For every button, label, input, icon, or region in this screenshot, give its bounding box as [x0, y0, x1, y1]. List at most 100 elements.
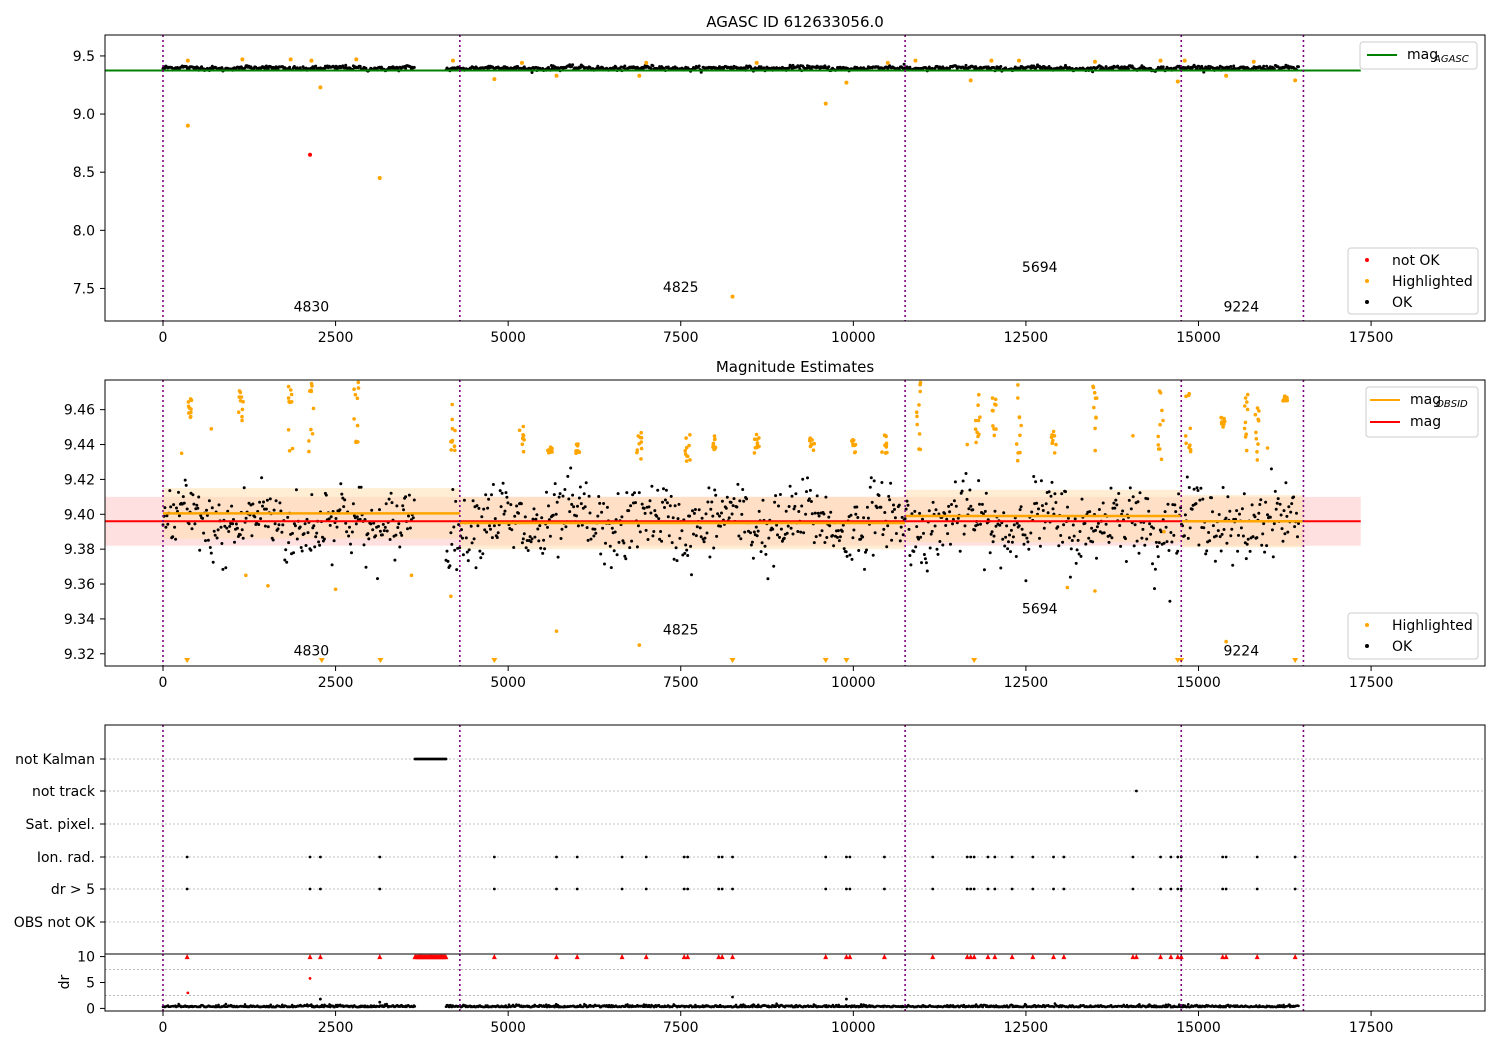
flag-marker — [824, 887, 828, 891]
panel2-ok-point — [1011, 535, 1015, 539]
panel2-y-tick-label: 9.44 — [64, 438, 95, 454]
panel4-x-tick-label: 2500 — [318, 1020, 354, 1036]
panel1-x-tick-label: 15000 — [1176, 330, 1221, 346]
panel2-ok-point — [559, 537, 563, 540]
panel2-ok-point — [920, 561, 923, 565]
panel2-ok-point — [617, 540, 621, 544]
panel2-ok-point — [666, 515, 670, 519]
panel2-ok-point — [315, 531, 319, 535]
panel2-ok-point — [231, 522, 235, 526]
panel1-ok-point — [1265, 64, 1269, 68]
panel2-ok-point — [399, 531, 403, 535]
panel2-ok-point — [398, 545, 402, 549]
panel2-ok-point — [971, 508, 975, 512]
panel2-ok-point — [903, 517, 907, 521]
panel2-ok-point — [822, 512, 826, 516]
panel2-highlighted-point — [1065, 585, 1070, 590]
panel2-ok-point — [1078, 530, 1082, 533]
panel2-ok-point — [351, 502, 355, 506]
panel2-plot: 4830 4825 5694 9224 0 2500 5000 7500 10000 12500 1… — [64, 379, 1486, 691]
panel2-ok-point — [1163, 510, 1167, 514]
panel2-ok-point — [389, 491, 393, 495]
panel2-ok-point — [1149, 532, 1153, 536]
panel2-ok-point — [466, 559, 470, 563]
flag-marker — [620, 855, 624, 859]
panel2-ok-point — [1231, 563, 1235, 567]
panel2-ok-point — [921, 517, 924, 521]
flag-marker — [720, 855, 724, 859]
panel2-ok-point — [794, 492, 798, 496]
panel2-ok-point — [791, 532, 795, 536]
panel2-ok-point — [478, 549, 482, 553]
panel2-highlighted-point — [1245, 400, 1249, 404]
panel2-ok-point — [956, 516, 960, 520]
panel2-ok-point — [407, 493, 411, 497]
flag-marker — [1159, 855, 1162, 859]
panel2-highlighted-point — [352, 417, 356, 421]
panel2-ok-point — [1282, 509, 1286, 513]
panel2-ok-point — [1287, 505, 1291, 509]
panel2-ok-point — [1271, 555, 1275, 559]
panel2-highlighted-point — [977, 392, 981, 397]
panel2-ok-point — [412, 498, 416, 502]
panel2-highlighted-point — [712, 434, 717, 438]
panel2-ok-point — [533, 535, 537, 539]
panel2-ok-point — [922, 531, 925, 535]
panel2-ok-point — [467, 548, 471, 552]
dr-clipped-marker — [553, 954, 559, 960]
panel2-ok-point — [669, 494, 673, 498]
panel2-highlighted-point — [1093, 589, 1097, 593]
panel2-highlighted-point — [554, 629, 559, 633]
panel1-highlighted-point — [1158, 58, 1163, 63]
panel2-ok-point — [1286, 530, 1290, 534]
panel2-ok-point — [882, 527, 886, 531]
panel2-ok-point — [377, 524, 380, 528]
panel2-y-tick-label: 9.34 — [64, 612, 95, 628]
panel2-highlighted-point — [1188, 426, 1193, 431]
panel2-ok-point — [545, 490, 548, 494]
panel2-ok-point — [657, 517, 661, 521]
panel2-ok-point — [166, 522, 170, 526]
panel2-ok-point — [922, 553, 926, 556]
panel2-ok-point — [989, 532, 993, 536]
panel2-ok-point — [817, 514, 821, 518]
panel2-ok-point — [506, 501, 510, 505]
panel1-legend-marker — [1365, 300, 1369, 304]
panel2-ok-point — [1079, 554, 1083, 558]
panel1-highlighted-point — [989, 58, 994, 63]
panel2-ok-point — [201, 516, 205, 520]
panel2-highlighted-point — [333, 587, 338, 592]
panel2-ok-point — [310, 493, 314, 497]
panel2-highlighted-point — [286, 428, 291, 432]
panel2-offscale-marker — [822, 658, 829, 663]
panel2-ok-point — [294, 488, 298, 492]
panel2-x-tick-label: 15000 — [1176, 675, 1221, 691]
panel2-ok-point — [208, 546, 212, 549]
panel2-ok-point — [374, 534, 378, 538]
panel2-highlighted-point — [1187, 391, 1191, 396]
panel2-ok-point — [982, 568, 986, 572]
panel2-ok-point — [1268, 515, 1272, 519]
panel2-ok-point — [702, 540, 706, 544]
panel2-highlighted-point — [639, 430, 643, 435]
panel2-highlighted-point — [1162, 529, 1166, 534]
panel2-ok-point — [1172, 533, 1176, 537]
panel2-ok-point — [350, 551, 353, 555]
panel2-ok-point — [625, 491, 629, 495]
panel2-ok-point — [1265, 544, 1269, 548]
panel2-highlighted-point — [885, 450, 889, 455]
panel1-legend-entry: OK — [1392, 295, 1413, 311]
flag-marker — [731, 887, 734, 891]
panel2-ok-point — [280, 530, 284, 534]
panel1-ok-point — [623, 64, 627, 68]
panel2-ok-point — [633, 491, 636, 495]
panel2-ok-point — [615, 553, 619, 557]
flag-marker — [575, 887, 579, 891]
panel2-data: 4830 4825 5694 9224 — [105, 380, 1361, 666]
panel2-highlighted-point — [353, 392, 358, 397]
panel2-highlighted-point — [1018, 433, 1022, 438]
panel1-highlighted-point — [318, 85, 323, 90]
panel2-y-tick-label: 9.40 — [64, 507, 95, 523]
panel2-ok-point — [206, 538, 210, 542]
panel2-ok-point — [388, 538, 392, 541]
